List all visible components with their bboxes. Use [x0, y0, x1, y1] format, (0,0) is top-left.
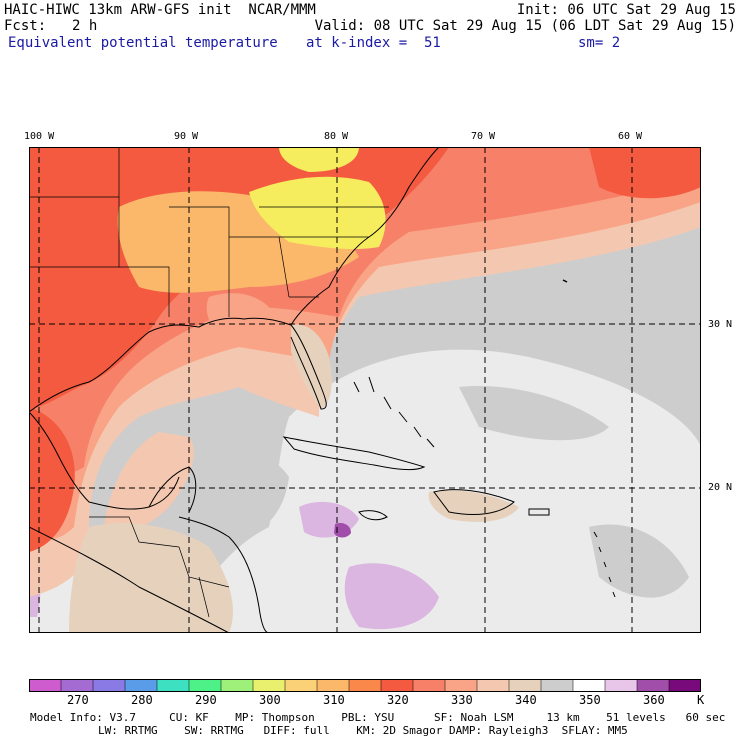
theta-e-map — [29, 147, 701, 633]
valid-time: Valid: 08 UTC Sat 29 Aug 15 (06 LDT Sat … — [314, 18, 736, 34]
colorbar-label: 290 — [195, 693, 217, 707]
yellow-carolinas-region — [249, 176, 386, 250]
coastlines — [29, 147, 616, 633]
colorbar-cell — [444, 679, 478, 692]
lon-label-60w: 60 W — [618, 131, 643, 142]
gray-atlantic-patch — [459, 386, 609, 441]
colorbar-label: 360 — [643, 693, 665, 707]
footer-model-info: Model Info: V3.7 CU: KF MP: Thompson PBL… — [30, 711, 726, 724]
colorbar-cell — [476, 679, 510, 692]
colorbar-cell — [348, 679, 382, 692]
colorbar-cell — [188, 679, 222, 692]
footer-physics-info: LW: RRTMG SW: RRTMG DIFF: full KM: 2D Sm… — [98, 724, 628, 737]
field-name: Equivalent potential temperature — [8, 35, 278, 51]
colorbar-label: 280 — [131, 693, 153, 707]
tan-central-america — [69, 523, 233, 633]
lon-label-100w: 100 W — [24, 131, 55, 142]
graticule — [29, 147, 701, 633]
colorbar-label: 330 — [451, 693, 473, 707]
level-info: at k-index = 51 — [306, 35, 441, 51]
lon-label-80w: 80 W — [324, 131, 349, 142]
gray-east-patch — [589, 524, 689, 598]
salmon-alabama-patch — [206, 293, 279, 342]
colorbar-cell — [60, 679, 94, 692]
colorbar-unit: K — [697, 693, 705, 707]
colorbar-cell — [572, 679, 606, 692]
colorbar-cell — [316, 679, 350, 692]
colorbar-cell — [220, 679, 254, 692]
colorbar-cell — [124, 679, 158, 692]
colorbar-cell — [668, 679, 701, 692]
lon-label-90w: 90 W — [174, 131, 199, 142]
lat-label-20n: 20 N — [708, 482, 733, 493]
colorbar-label: 350 — [579, 693, 601, 707]
colorbar-cell — [540, 679, 574, 692]
colorbar-cell — [380, 679, 414, 692]
colorbar-label: 310 — [323, 693, 345, 707]
political-borders — [29, 147, 389, 618]
colorbar-cell — [508, 679, 542, 692]
colorbar-label: 270 — [67, 693, 89, 707]
yellow-north-region — [279, 147, 359, 172]
smoothing-info: sm= 2 — [578, 35, 621, 51]
colorbar-cell — [29, 679, 62, 692]
colorbar-label: 300 — [259, 693, 281, 707]
colorbar-cell — [604, 679, 638, 692]
tan-hispaniola — [428, 490, 519, 522]
colorbar — [29, 679, 701, 692]
init-time: Init: 06 UTC Sat 29 Aug 15 — [516, 2, 736, 18]
model-title: HAIC-HIWC 13km ARW-GFS init NCAR/MMM — [4, 2, 316, 18]
bermuda-mark — [562, 279, 568, 283]
lon-label-70w: 70 W — [471, 131, 496, 142]
colorbar-cell — [284, 679, 318, 692]
colorbar-cell — [252, 679, 286, 692]
lavender-patch-south — [344, 563, 439, 630]
colorbar-label: 320 — [387, 693, 409, 707]
warm-atlantic-north — [589, 147, 701, 199]
purple-max-patch — [334, 523, 351, 538]
colorbar-label: 340 — [515, 693, 537, 707]
forecast-label: Fcst: — [4, 18, 47, 34]
map-frame — [29, 147, 701, 633]
colorbar-cell — [636, 679, 670, 692]
colorbar-cell — [92, 679, 126, 692]
colorbar-cell — [156, 679, 190, 692]
lat-label-30n: 30 N — [708, 319, 733, 330]
forecast-hours: 2 h — [72, 18, 98, 34]
warm-mexico-region — [29, 407, 75, 552]
colorbar-cell — [412, 679, 446, 692]
